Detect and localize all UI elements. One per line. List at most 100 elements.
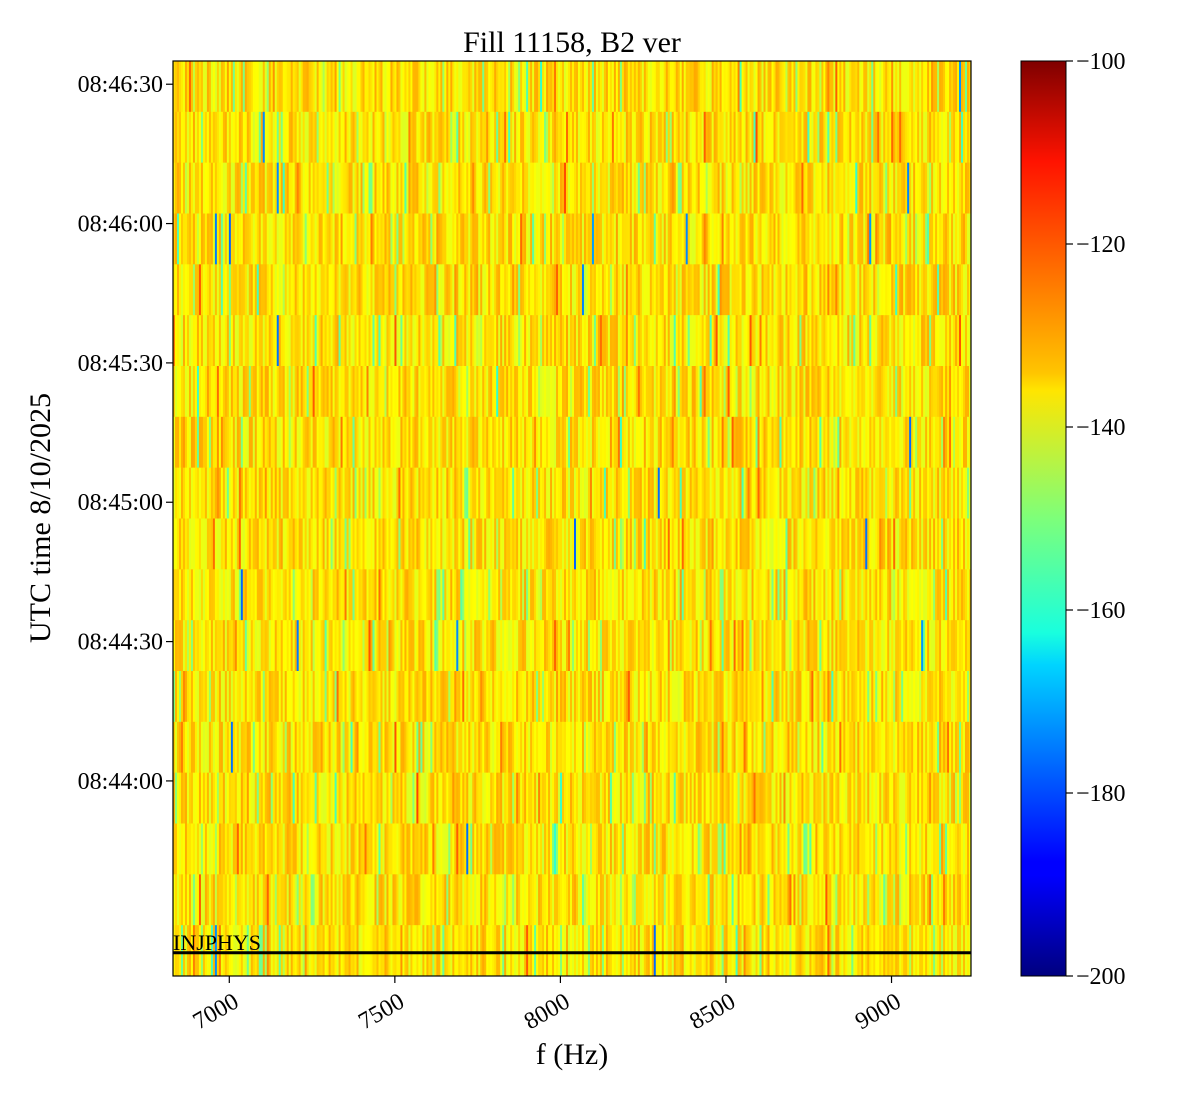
heatmap-cell: [727, 569, 731, 621]
heatmap-cell: [236, 518, 240, 570]
heatmap-cell: [863, 213, 866, 265]
heatmap-cell: [490, 518, 493, 570]
heatmap-cell: [781, 264, 784, 316]
heatmap-cell: [959, 61, 962, 113]
heatmap-cell: [627, 213, 631, 265]
heatmap-cell: [336, 315, 339, 367]
heatmap-cell: [625, 467, 629, 519]
heatmap-cell: [372, 315, 375, 367]
heatmap-cell: [362, 518, 365, 570]
heatmap-cell: [218, 467, 222, 519]
heatmap-cell: [362, 366, 365, 418]
heatmap-cell: [334, 518, 337, 570]
heatmap-cell: [601, 416, 605, 469]
heatmap-cell: [474, 61, 477, 113]
heatmap-cell: [442, 315, 445, 367]
heatmap-cell: [356, 416, 359, 469]
heatmap-cell: [583, 518, 587, 570]
heatmap-cell: [220, 518, 224, 570]
heatmap-cell: [601, 620, 605, 672]
heatmap-cell: [925, 569, 928, 621]
heatmap-cell: [907, 416, 910, 469]
heatmap-cell: [536, 467, 539, 519]
heatmap-cell: [783, 416, 786, 469]
heatmap-cell: [917, 162, 920, 214]
heatmap-cell: [492, 111, 495, 164]
heatmap-cell: [466, 671, 469, 723]
heatmap-cell: [853, 416, 856, 469]
heatmap-cell: [426, 569, 429, 621]
heatmap-cell: [735, 61, 738, 113]
heatmap-cell: [175, 315, 178, 367]
heatmap-cell: [432, 671, 435, 723]
heatmap-cell: [548, 111, 551, 164]
heatmap-cell: [218, 416, 222, 469]
heatmap-cell: [354, 569, 357, 621]
heatmap-cell: [418, 315, 421, 367]
heatmap-cell: [194, 467, 198, 519]
heatmap-cell: [917, 111, 920, 164]
heatmap-cell: [889, 213, 892, 265]
heatmap-cell: [298, 518, 302, 570]
heatmap-cell: [544, 213, 547, 265]
heatmap-cell: [925, 315, 928, 367]
heatmap-cell: [721, 467, 725, 519]
heatmap-cell: [322, 416, 326, 469]
heatmap-cell: [364, 620, 367, 672]
heatmap-cell: [745, 111, 748, 164]
heatmap-cell: [348, 671, 351, 723]
heatmap-cell: [368, 518, 371, 570]
heatmap-cell: [340, 111, 343, 164]
heatmap-cell: [701, 61, 705, 113]
heatmap-cell: [274, 416, 278, 469]
heatmap-cell: [621, 366, 625, 418]
heatmap-cell: [699, 518, 703, 570]
heatmap-cell: [432, 213, 435, 265]
heatmap-cell: [286, 111, 290, 164]
heatmap-cell: [536, 162, 539, 214]
heatmap-cell: [412, 264, 415, 316]
heatmap-cell: [290, 620, 294, 672]
heatmap-cell: [432, 61, 435, 113]
heatmap-cell: [212, 111, 216, 164]
heatmap-cell: [558, 518, 561, 570]
heatmap-cell: [188, 61, 192, 113]
heatmap-cell: [709, 620, 713, 672]
heatmap-cell: [853, 162, 856, 214]
heatmap-cell: [891, 620, 894, 672]
heatmap-cell: [953, 213, 956, 265]
heatmap-cell: [354, 366, 357, 418]
heatmap-cell: [783, 467, 786, 519]
heatmap-cell: [823, 569, 826, 621]
heatmap-cell: [220, 366, 224, 418]
heatmap-cell: [851, 315, 854, 367]
heatmap-cell: [572, 569, 575, 621]
heatmap-cell: [194, 366, 198, 418]
heatmap-cell: [296, 264, 300, 316]
heatmap-cell: [420, 467, 423, 519]
heatmap-cell: [789, 620, 792, 672]
heatmap-cell: [935, 61, 938, 113]
heatmap-cell: [332, 671, 335, 723]
heatmap-cell: [304, 518, 308, 570]
heatmap-cell: [769, 213, 772, 265]
heatmap-cell: [186, 671, 190, 723]
heatmap-cell: [807, 467, 810, 519]
heatmap-cell: [669, 111, 673, 164]
heatmap-cell: [837, 315, 840, 367]
heatmap-cell: [454, 315, 457, 367]
heatmap-cell: [264, 620, 268, 672]
heatmap-cell: [653, 416, 657, 469]
heatmap-cell: [755, 569, 758, 621]
heatmap-cell: [538, 213, 541, 265]
heatmap-cell: [593, 467, 597, 519]
heatmap-cell: [887, 162, 890, 214]
heatmap-cell: [254, 162, 258, 214]
heatmap-cell: [697, 569, 701, 621]
heatmap-cell: [390, 467, 393, 519]
heatmap-cell: [476, 569, 479, 621]
heatmap-cell: [615, 162, 619, 214]
heatmap-cell: [957, 467, 960, 519]
heatmap-cell: [564, 416, 567, 469]
heatmap-cell: [566, 61, 569, 113]
